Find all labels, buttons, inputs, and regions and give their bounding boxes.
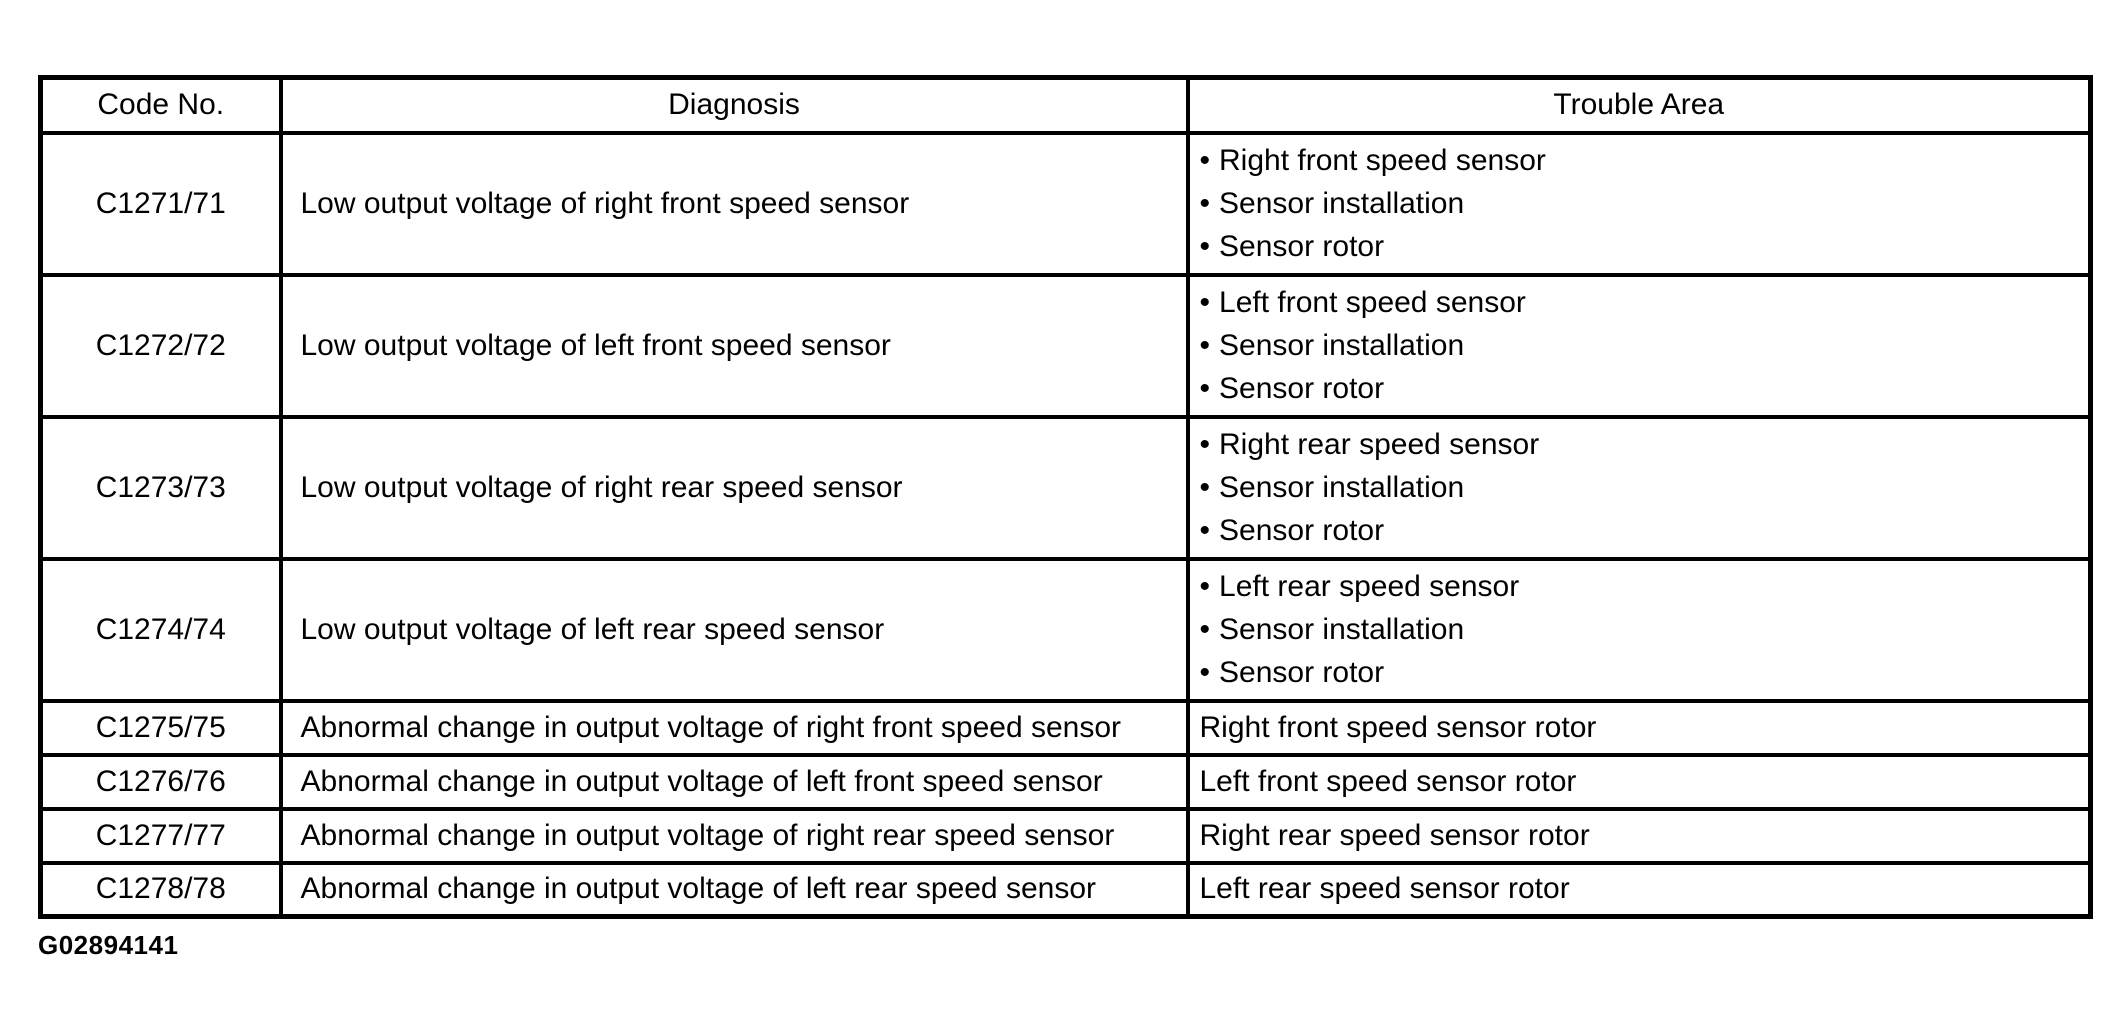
trouble-cell: • Right front speed sensor • Sensor instal… <box>1185 130 2093 277</box>
trouble-area-item: • Right rear speed sensor <box>1200 423 2081 466</box>
trouble-cell: • Left front speed sensor • Sensor install… <box>1185 272 2093 419</box>
trouble-area-text: Sensor rotor <box>1219 514 1385 547</box>
trouble-area-text: Sensor installation <box>1219 471 1465 504</box>
trouble-area-item: • Sensor rotor <box>1200 367 2081 410</box>
table-row: C1277/77 Abnormal change in output volta… <box>38 806 2093 865</box>
table-row: C1271/71 Low output voltage of right fro… <box>38 130 2093 277</box>
bullet-icon: • <box>1199 514 1211 547</box>
diagnosis-cell: Low output voltage of left rear speed se… <box>278 556 1190 703</box>
code-cell: C1277/77 <box>38 806 283 865</box>
trouble-area-item: • Sensor rotor <box>1200 509 2081 552</box>
bullet-icon: • <box>1199 471 1211 504</box>
diagnosis-cell: Low output voltage of left front speed s… <box>278 272 1190 419</box>
trouble-area-text: Sensor rotor <box>1219 656 1385 689</box>
bullet-icon: • <box>1199 144 1211 177</box>
bullet-icon: • <box>1199 613 1211 646</box>
trouble-area-text: Sensor installation <box>1219 613 1465 646</box>
trouble-area-item: • Sensor installation <box>1200 466 2081 509</box>
bullet-icon: • <box>1199 286 1211 319</box>
code-cell: C1275/75 <box>38 698 283 757</box>
code-cell: C1271/71 <box>38 130 283 277</box>
trouble-area-item: • Sensor installation <box>1200 324 2081 367</box>
bullet-icon: • <box>1199 230 1211 263</box>
table-row: C1275/75 Abnormal change in output volta… <box>38 698 2093 757</box>
code-cell: C1274/74 <box>38 556 283 703</box>
trouble-area-text: Sensor installation <box>1219 187 1465 220</box>
diagnosis-cell: Abnormal change in output voltage of lef… <box>278 752 1190 811</box>
trouble-area-item: • Sensor installation <box>1200 182 2081 225</box>
trouble-cell: Left rear speed sensor rotor <box>1185 860 2093 919</box>
trouble-area-text: Right rear speed sensor <box>1219 428 1540 461</box>
trouble-cell: • Right rear speed sensor • Sensor install… <box>1185 414 2093 561</box>
trouble-area-text: Sensor rotor <box>1219 230 1385 263</box>
diagnosis-cell: Abnormal change in output voltage of lef… <box>278 860 1190 919</box>
diagnosis-cell: Abnormal change in output voltage of rig… <box>278 698 1190 757</box>
bullet-icon: • <box>1199 372 1211 405</box>
bullet-icon: • <box>1199 187 1211 220</box>
trouble-area-text: Right front speed sensor <box>1219 144 1546 177</box>
trouble-cell: • Left rear speed sensor • Sensor installa… <box>1185 556 2093 703</box>
bullet-icon: • <box>1199 656 1211 689</box>
trouble-area-item: • Sensor rotor <box>1200 225 2081 268</box>
trouble-cell: Right rear speed sensor rotor <box>1185 806 2093 865</box>
code-cell: C1273/73 <box>38 414 283 561</box>
code-cell: C1272/72 <box>38 272 283 419</box>
table-row: C1272/72 Low output voltage of left fron… <box>38 272 2093 419</box>
code-cell: C1276/76 <box>38 752 283 811</box>
col-header-trouble-area: Trouble Area <box>1185 75 2093 135</box>
trouble-area-item: • Left front speed sensor <box>1200 281 2081 324</box>
diagnosis-cell: Low output voltage of right front speed … <box>278 130 1190 277</box>
col-header-diagnosis: Diagnosis <box>278 75 1190 135</box>
trouble-area-item: • Sensor rotor <box>1200 651 2081 694</box>
trouble-area-item: • Right front speed sensor <box>1200 139 2081 182</box>
trouble-cell: Left front speed sensor rotor <box>1185 752 2093 811</box>
figure-id: G02894141 <box>38 930 179 960</box>
table-row: C1278/78 Abnormal change in output volta… <box>38 860 2093 919</box>
table-row: C1274/74 Low output voltage of left rear… <box>38 556 2093 703</box>
trouble-area-item: • Sensor installation <box>1200 608 2081 651</box>
trouble-area-item: • Left rear speed sensor <box>1200 565 2081 608</box>
table-row: C1273/73 Low output voltage of right rea… <box>38 414 2093 561</box>
trouble-cell: Right front speed sensor rotor <box>1185 698 2093 757</box>
trouble-area-text: Sensor installation <box>1219 329 1465 362</box>
dtc-table: Code No. Diagnosis Trouble Area C1271/71… <box>38 75 2093 919</box>
table-header-row: Code No. Diagnosis Trouble Area <box>38 75 2093 135</box>
table-row: C1276/76 Abnormal change in output volta… <box>38 752 2093 811</box>
bullet-icon: • <box>1199 329 1211 362</box>
code-cell: C1278/78 <box>38 860 283 919</box>
diagnosis-cell: Abnormal change in output voltage of rig… <box>278 806 1190 865</box>
bullet-icon: • <box>1199 570 1211 603</box>
trouble-area-text: Left rear speed sensor <box>1219 570 1520 603</box>
diagnosis-cell: Low output voltage of right rear speed s… <box>278 414 1190 561</box>
trouble-area-text: Sensor rotor <box>1219 372 1385 405</box>
bullet-icon: • <box>1199 428 1211 461</box>
col-header-code: Code No. <box>38 75 283 135</box>
trouble-area-text: Left front speed sensor <box>1219 286 1526 319</box>
